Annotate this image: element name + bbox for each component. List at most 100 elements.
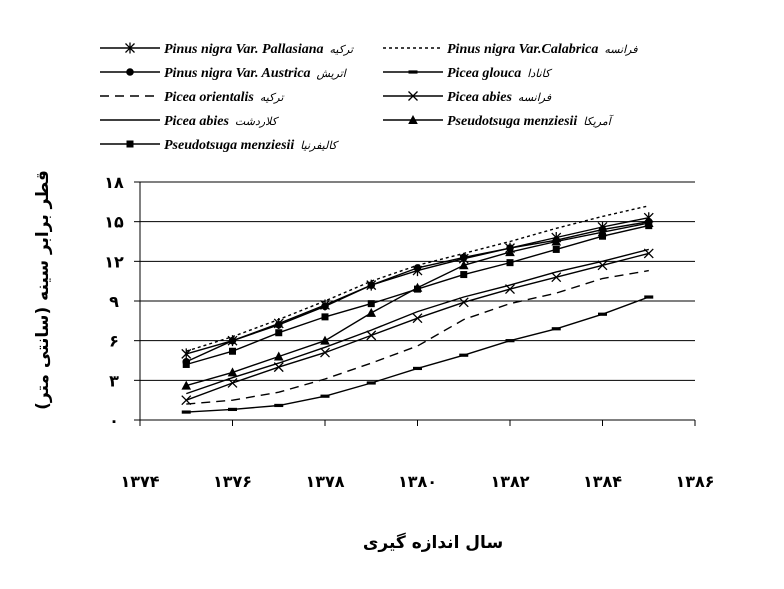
series bbox=[181, 217, 654, 390]
series bbox=[186, 248, 649, 395]
legend-series-origin: اتریش bbox=[317, 67, 348, 80]
data-point bbox=[228, 407, 237, 412]
series-line bbox=[186, 224, 649, 366]
x-tick-label: ۱۳۸۰ bbox=[398, 472, 437, 491]
data-point bbox=[644, 295, 654, 299]
legend-entry: Pinus nigra Var. Pallasiana ترکیه bbox=[100, 42, 355, 57]
data-point bbox=[227, 378, 238, 388]
legend-series-name: Pinus nigra Var. Pallasiana bbox=[164, 42, 324, 57]
data-point bbox=[408, 91, 418, 101]
x-tick-label: ۱۳۸۶ bbox=[675, 472, 714, 491]
data-point bbox=[320, 347, 330, 358]
data-point bbox=[182, 360, 190, 368]
data-point bbox=[181, 380, 192, 390]
y-tick-label: ۱۸ bbox=[104, 173, 124, 192]
data-point bbox=[321, 302, 329, 311]
data-point bbox=[320, 335, 330, 345]
series-line bbox=[186, 205, 649, 352]
y-tick-label: ۹ bbox=[109, 292, 119, 311]
legend-entry: Pseudotsuga menziesii کالیفرنیا bbox=[100, 138, 340, 153]
legend-series-name: Pseudotsuga menziesii bbox=[164, 138, 294, 153]
data-point bbox=[599, 232, 606, 240]
x-tick-label: ۱۳۸۴ bbox=[583, 472, 622, 491]
legend-series-name: Picea abies bbox=[164, 114, 229, 129]
data-point bbox=[125, 42, 135, 54]
legend-series-name: Picea abies bbox=[447, 90, 512, 105]
data-point bbox=[227, 367, 238, 377]
legend-entry: Pinus nigra Var.Calabrica فرانسه bbox=[383, 42, 638, 57]
legend-series-name: Pinus nigra Var.Calabrica bbox=[447, 42, 598, 57]
data-point bbox=[366, 330, 377, 341]
y-axis-title: قطر برابر سینه (سانتی متر) bbox=[33, 170, 53, 410]
legend-entry: Picea abies کلاردشت bbox=[100, 114, 280, 129]
series-line bbox=[186, 296, 650, 413]
series-line bbox=[186, 269, 649, 405]
legend-series-name: Picea orientalis bbox=[164, 90, 254, 105]
legend-series-origin: فرانسه bbox=[604, 43, 638, 56]
data-point bbox=[366, 307, 377, 317]
legend-series-origin: آمریکا bbox=[583, 114, 614, 128]
data-point bbox=[181, 395, 192, 406]
data-point bbox=[414, 285, 421, 293]
data-point bbox=[551, 272, 562, 283]
data-point bbox=[367, 300, 375, 308]
x-tick-label: ۱۳۷۴ bbox=[120, 472, 159, 491]
data-point bbox=[645, 222, 653, 230]
series bbox=[181, 295, 654, 414]
legend-series-origin: ترکیه bbox=[330, 43, 356, 56]
series bbox=[186, 205, 649, 352]
legend-entry: Picea abies فرانسه bbox=[383, 90, 552, 105]
data-point bbox=[320, 394, 330, 398]
legend-series-name: Pinus nigra Var. Austrica bbox=[164, 66, 311, 81]
data-point bbox=[366, 381, 376, 385]
data-point bbox=[460, 271, 468, 279]
series-line bbox=[186, 248, 649, 395]
axes bbox=[134, 181, 696, 426]
data-point bbox=[126, 68, 134, 76]
legend-series-name: Pseudotsuga menziesii bbox=[447, 114, 577, 129]
legend-entry: Pinus nigra Var. Austrica اتریش bbox=[100, 66, 348, 81]
data-point bbox=[181, 410, 191, 414]
data-point bbox=[458, 260, 469, 270]
y-tick-label: ۱۲ bbox=[104, 252, 124, 271]
data-point bbox=[551, 236, 562, 246]
gridlines bbox=[140, 181, 695, 381]
data-point bbox=[275, 329, 283, 337]
data-point bbox=[181, 348, 192, 360]
x-tick-label: ۱۳۸۲ bbox=[490, 472, 529, 491]
series bbox=[186, 269, 649, 405]
x-axis-title: سال اندازه گیری bbox=[363, 532, 503, 553]
data-point bbox=[274, 321, 283, 329]
data-point bbox=[506, 259, 514, 267]
legend-series-origin: کانادا bbox=[527, 67, 553, 80]
x-tick-label: ۱۳۷۶ bbox=[213, 472, 252, 491]
x-tick-label: ۱۳۷۸ bbox=[305, 472, 344, 491]
x-tick-labels: ۱۳۷۴ ۱۳۷۶ ۱۳۷۸ ۱۳۸۰ ۱۳۸۲ ۱۳۸۴ ۱۳۸۶ bbox=[120, 472, 714, 491]
data-point bbox=[274, 403, 284, 408]
legend-entry: Pseudotsuga menziesii آمریکا bbox=[383, 114, 615, 129]
data-point bbox=[321, 313, 329, 321]
legend-series-origin: کلاردشت bbox=[235, 115, 280, 128]
data-point bbox=[273, 351, 284, 361]
data-point bbox=[413, 366, 422, 371]
legend: Pinus nigra Var. Pallasiana ترکیه Pinus ni… bbox=[100, 42, 638, 153]
y-tick-label: ۳ bbox=[109, 371, 119, 390]
data-point bbox=[459, 353, 469, 357]
data-point bbox=[229, 347, 236, 355]
data-point bbox=[408, 70, 418, 74]
y-tick-label: ۶ bbox=[109, 332, 119, 351]
legend-series-origin: کالیفرنیا bbox=[300, 139, 339, 152]
y-tick-labels: ۰ ۳ ۶ ۹ ۱۲ ۱۵ ۱۸ bbox=[104, 173, 124, 430]
series-layer bbox=[181, 205, 654, 414]
data-point bbox=[505, 247, 515, 257]
data-point bbox=[459, 253, 468, 262]
data-point bbox=[552, 245, 560, 253]
data-point bbox=[408, 115, 418, 124]
legend-series-name: Picea glouca bbox=[447, 66, 521, 81]
data-point bbox=[228, 336, 237, 345]
y-tick-label: ۱۵ bbox=[104, 213, 124, 232]
data-point bbox=[413, 264, 422, 272]
legend-series-origin: ترکیه bbox=[260, 91, 286, 104]
data-point bbox=[505, 339, 515, 343]
